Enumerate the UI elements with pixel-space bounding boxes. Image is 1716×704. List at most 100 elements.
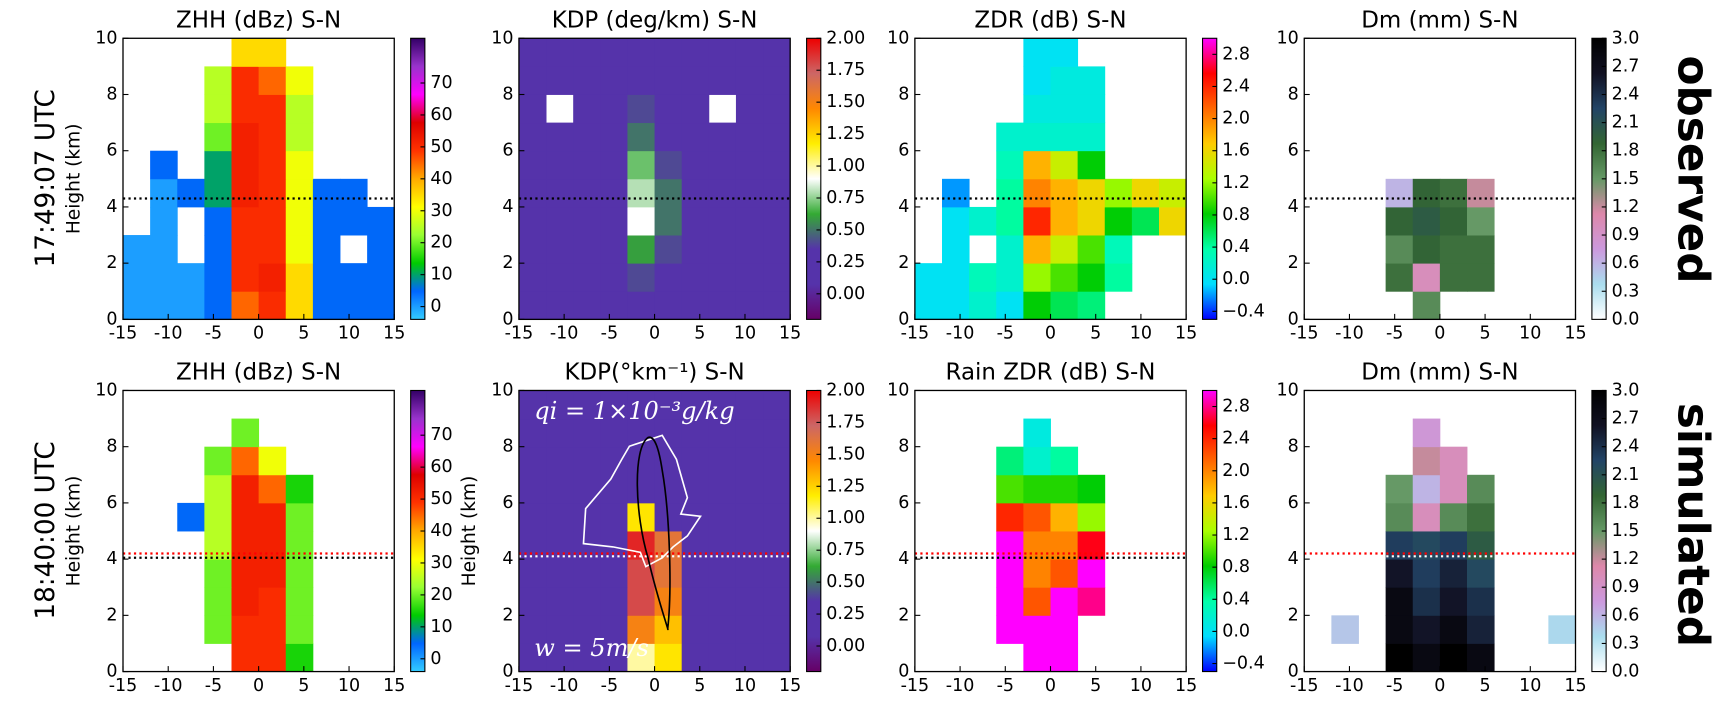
heat-cell [708,531,737,560]
x-tick-label: -10 [946,676,975,696]
heat-cell [1159,178,1187,208]
heat-cell [1050,502,1079,532]
heat-cell [763,502,791,532]
heat-cell [518,178,547,208]
heat-cell [654,206,683,236]
heat-cell [708,235,737,264]
heat-cell [231,38,260,67]
x-tick-label: -5 [601,324,618,344]
colorbar-tick-label: 0.4 [1222,237,1250,257]
heat-cell [763,66,791,95]
heat-cell [573,418,601,448]
colorbar-tick-label: 0.0 [1612,662,1640,682]
heat-cell [600,587,628,616]
heat-cell [518,38,547,67]
heat-cell [735,559,764,588]
colorbar-tick-label: 0.0 [1612,309,1640,329]
x-tick-label: 5 [1480,676,1491,696]
heat-cell [1467,559,1495,588]
heat-cell [518,263,547,292]
heat-cell [312,263,341,292]
heat-cell [1023,446,1051,476]
heat-cell [1412,235,1441,264]
panel-title: KDP (deg/km) S-N [552,7,758,33]
row-label: 17:49:07 UTC [31,89,61,267]
heat-cell [600,291,628,320]
heat-cell [231,122,260,152]
heat-cell [1385,263,1414,292]
y-tick-label: 8 [1288,85,1299,105]
y-tick-label: 2 [898,605,909,625]
heat-cell [600,235,628,264]
x-tick-label: 10 [338,676,360,696]
heat-cell [518,643,547,672]
heat-cell [1385,206,1414,236]
colorbar-tick-label: 10 [430,265,452,285]
y-tick-label: 4 [106,197,117,217]
heat-cell [1439,263,1468,292]
heat-cell [573,587,601,616]
x-tick-label: -10 [1335,324,1364,344]
heat-cell [204,559,232,588]
x-tick-label: 15 [779,324,801,344]
heat-cell [546,235,574,264]
heat-cell [573,615,601,644]
heat-cell [518,559,547,588]
heat-cell [763,122,791,152]
heat-cell [763,587,791,616]
y-tick-label: 4 [898,549,909,569]
heat-cell [600,94,628,124]
heat-cell [681,390,710,420]
heat-cell [285,263,314,292]
heat-cell [231,418,260,448]
heat-cell [1412,263,1441,292]
annotation: qi = 1×10⁻³g/kg [534,397,734,425]
heat-cell [681,178,710,208]
colorbar-tick-label: 1.50 [826,92,865,112]
heat-cell [735,206,764,236]
y-tick-label: 4 [898,197,909,217]
heat-cell [763,263,791,292]
heat-cell [177,178,205,208]
colorbar-tick-label: 0.0 [1222,621,1250,641]
heat-cell [573,206,601,236]
colorbar-tick-label: 60 [430,105,452,125]
heat-cell [258,206,287,236]
y-tick-label: 4 [502,197,513,217]
heat-cell [340,291,368,320]
heat-cell [1050,587,1079,616]
heat-cell [627,122,655,152]
heat-cell [231,559,260,588]
heat-cell [285,150,314,180]
heat-cell [708,291,737,320]
x-tick-label: 10 [734,324,756,344]
heat-cell [340,178,368,208]
colorbar-tick-label: 2.4 [1222,429,1250,449]
heat-cell [1023,38,1051,67]
heat-cell [735,390,764,420]
heat-cell [204,291,232,320]
heat-cell [518,122,547,152]
heat-cell [258,615,287,644]
heat-cell [258,263,287,292]
heat-cell [258,122,287,152]
heat-cell [285,66,314,95]
y-tick-label: 0 [502,309,513,329]
y-tick-label: 0 [106,309,117,329]
heat-cell [1412,643,1441,672]
heat-cell [735,178,764,208]
colorbar-tick-label: 1.00 [826,156,865,176]
heat-cell [1104,235,1133,264]
x-tick-label: -5 [601,676,618,696]
heat-cell [1385,235,1414,264]
heat-cell [1077,587,1106,616]
heat-cell [518,587,547,616]
heat-cell [1439,235,1468,264]
heat-cell [654,559,683,588]
heat-cell [1023,643,1051,672]
heat-cell [942,263,970,292]
y-axis-label: Height (km) [63,123,84,234]
heat-cell [1412,559,1441,588]
heat-cell [735,291,764,320]
heat-cell [1050,38,1079,67]
